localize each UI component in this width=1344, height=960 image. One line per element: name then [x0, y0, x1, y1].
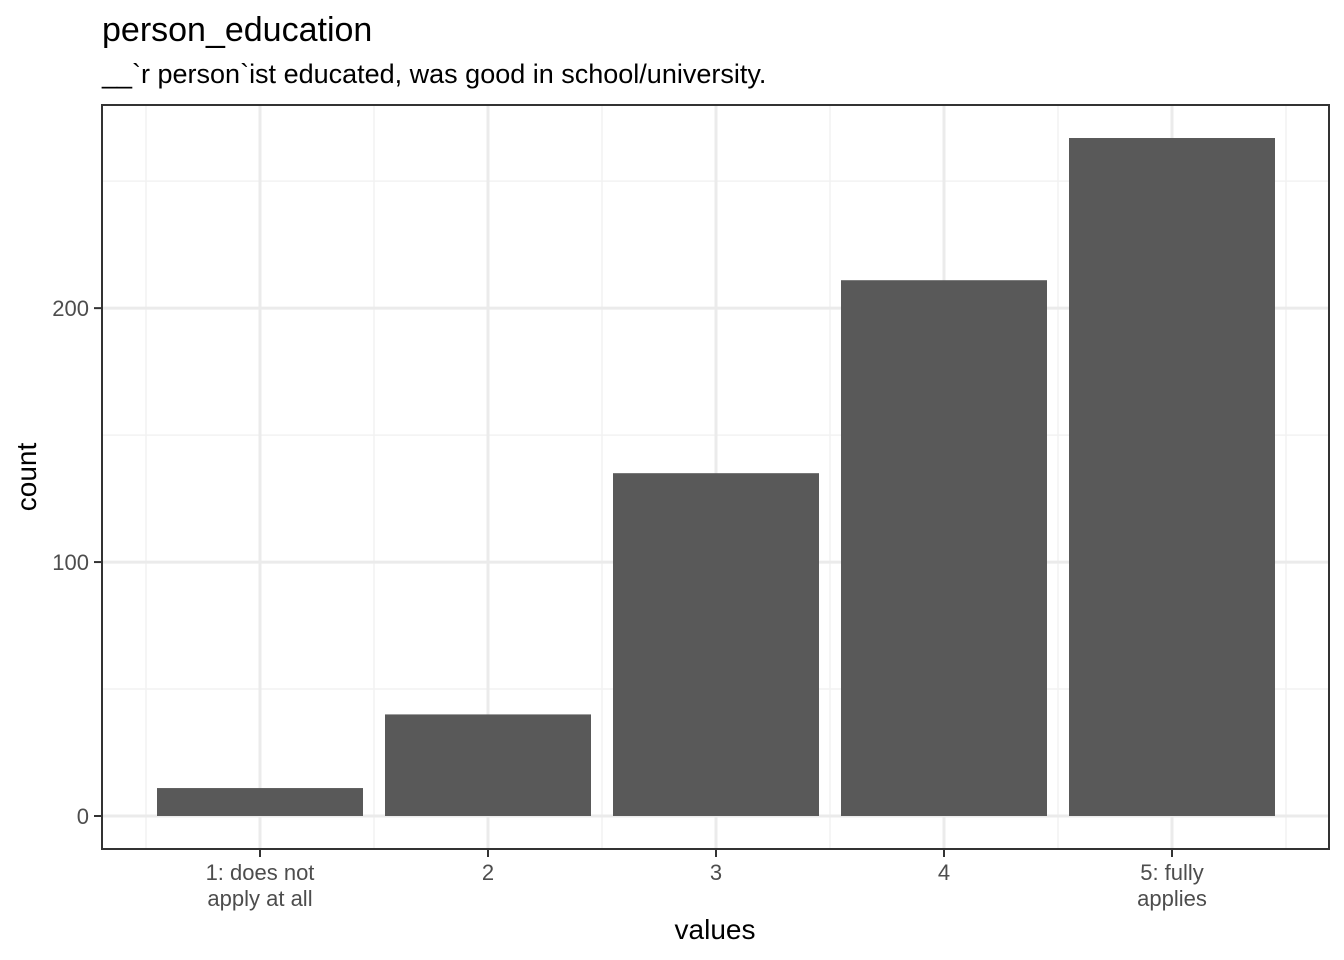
bar-2 — [385, 714, 591, 816]
x-tick-label: 5: fully applies — [1137, 860, 1207, 911]
x-axis-title: values — [675, 914, 756, 945]
y-tick-label: 100 — [52, 550, 89, 575]
y-tick-label: 200 — [52, 296, 89, 321]
x-tick-label: 2 — [482, 860, 494, 885]
x-axis: 1: does not apply at all 2 3 4 5: fully applie… — [206, 849, 1207, 911]
y-axis: 0 100 200 — [52, 296, 102, 829]
bar-4 — [841, 280, 1047, 816]
x-tick-label: 3 — [710, 860, 722, 885]
chart-subtitle: __`r person`ist educated, was good in sc… — [101, 59, 766, 89]
bar-5 — [1069, 138, 1275, 816]
bars — [157, 138, 1275, 816]
y-axis-title: count — [11, 443, 42, 512]
bar-3 — [613, 473, 819, 816]
x-tick-label: 4 — [938, 860, 950, 885]
bar-1 — [157, 788, 363, 816]
plot-panel — [101, 104, 1330, 850]
y-tick-label: 0 — [77, 804, 89, 829]
x-tick-label: 1: does not apply at all — [206, 860, 315, 911]
chart-title: person_education — [102, 11, 372, 49]
